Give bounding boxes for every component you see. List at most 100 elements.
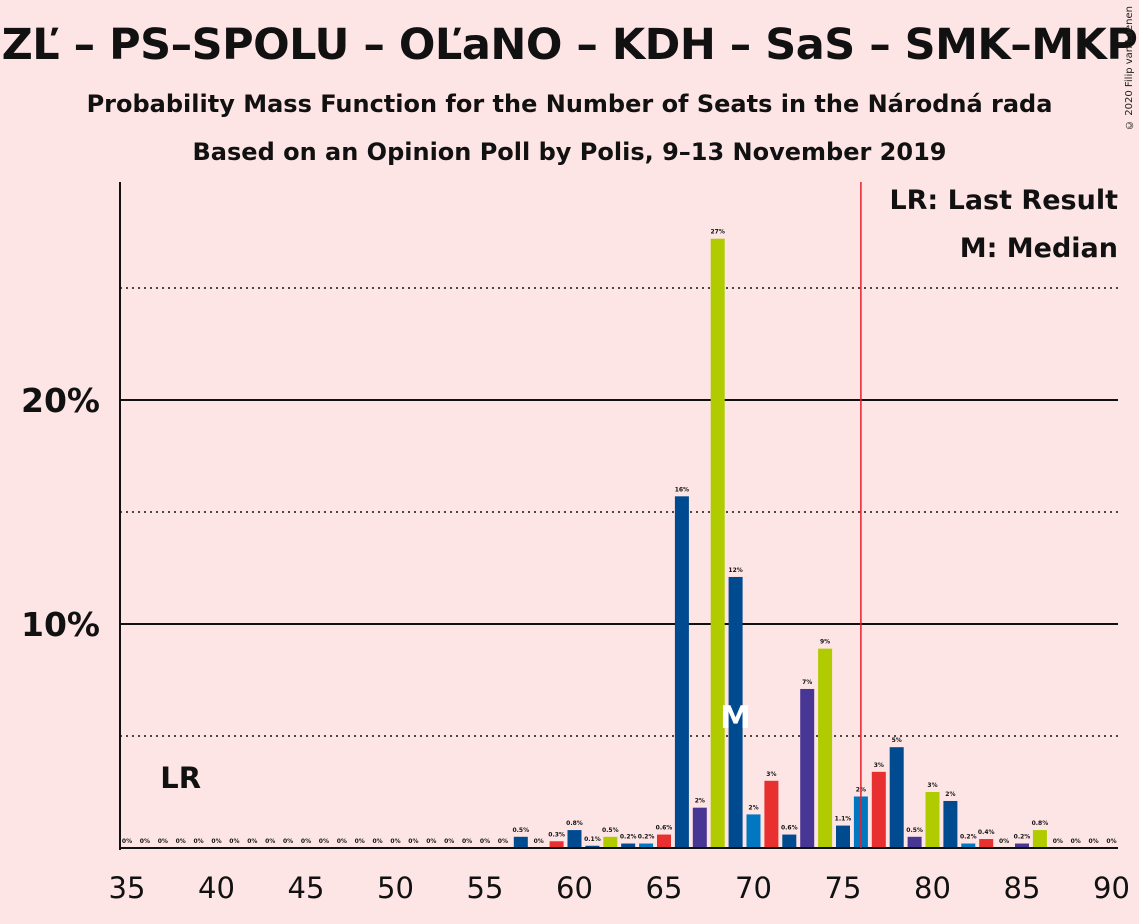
bar-seat-64 xyxy=(639,843,654,848)
data-label-seat-69: 12% xyxy=(728,567,742,574)
x-tick-label: 85 xyxy=(1004,871,1041,905)
data-label-seat-60: 0.8% xyxy=(566,820,583,827)
bar-seat-81 xyxy=(943,800,958,848)
data-label-seat-52: 0% xyxy=(426,838,436,845)
bar-seat-69 xyxy=(728,576,743,848)
bar-seat-68 xyxy=(710,238,725,849)
data-label-seat-40: 0% xyxy=(211,838,221,845)
grid-lines xyxy=(120,287,1118,737)
bar-seat-86 xyxy=(1032,830,1047,848)
bar-seat-77 xyxy=(871,771,886,848)
data-label-seat-41: 0% xyxy=(229,838,239,845)
data-label-seat-83: 0.4% xyxy=(978,829,995,836)
data-label-seat-72: 0.6% xyxy=(781,825,798,832)
data-label-seat-48: 0% xyxy=(355,838,365,845)
bar-seat-72 xyxy=(782,834,797,848)
data-label-seat-64: 0.2% xyxy=(638,834,655,841)
data-label-seat-88: 0% xyxy=(1071,838,1081,845)
data-label-seat-38: 0% xyxy=(176,838,186,845)
bar-seat-79 xyxy=(907,836,922,848)
median-marker: M xyxy=(720,700,751,736)
data-label-seat-57: 0.5% xyxy=(512,827,529,834)
bar-seat-78 xyxy=(889,747,904,848)
data-label-seat-54: 0% xyxy=(462,838,472,845)
bar-seat-59 xyxy=(549,841,564,848)
x-tick-label: 40 xyxy=(198,871,235,905)
data-label-seat-86: 0.8% xyxy=(1032,820,1049,827)
bar-seat-57 xyxy=(513,836,528,848)
data-label-seat-47: 0% xyxy=(337,838,347,845)
chart-subtitle: Probability Mass Function for the Number… xyxy=(86,90,1053,118)
data-label-seat-75: 1.1% xyxy=(835,816,852,823)
chart-source: Based on an Opinion Poll by Polis, 9–13 … xyxy=(192,138,947,166)
data-label-seat-63: 0.2% xyxy=(620,834,637,841)
x-tick-label: 90 xyxy=(1093,871,1130,905)
x-tick-label: 45 xyxy=(288,871,325,905)
data-label-seat-68: 27% xyxy=(711,229,725,236)
data-labels-group: 0% 0% 0% 0% 0% 0% 0% 0% 0% 0% 0% 0% 0% 0% 0% 0% 0% 0% 0% 0%… xyxy=(122,229,1117,845)
x-tick-label: 50 xyxy=(377,871,414,905)
data-label-seat-43: 0% xyxy=(265,838,275,845)
data-label-seat-46: 0% xyxy=(319,838,329,845)
bar-seat-63 xyxy=(621,843,636,848)
bar-seat-80 xyxy=(925,792,940,848)
data-label-seat-44: 0% xyxy=(283,838,293,845)
x-tick-label: 70 xyxy=(735,871,772,905)
bar-seat-62 xyxy=(603,836,618,848)
bar-seat-75 xyxy=(836,825,850,848)
bar-seat-60 xyxy=(567,830,582,848)
data-label-seat-55: 0% xyxy=(480,838,490,845)
data-label-seat-82: 0.2% xyxy=(960,834,977,841)
data-label-seat-80: 3% xyxy=(927,782,937,789)
y-tick-label: 10% xyxy=(21,605,100,644)
bar-seat-61 xyxy=(585,845,600,848)
data-label-seat-77: 3% xyxy=(874,762,884,769)
data-label-seat-37: 0% xyxy=(158,838,168,845)
data-label-seat-51: 0% xyxy=(408,838,418,845)
legend-last-result: LR: Last Result xyxy=(889,185,1118,216)
data-label-seat-59: 0.3% xyxy=(548,831,565,838)
data-label-seat-84: 0% xyxy=(999,838,1009,845)
axes-group: 35 40 45 50 55 60 65 70 75 80 85 90 10% 20% LR M xyxy=(21,182,1130,905)
chart-title: ZĽ – PS–SPOLU – OĽaNO – KDH – SaS – SMK–… xyxy=(1,20,1138,70)
data-label-seat-36: 0% xyxy=(140,838,150,845)
x-tick-label: 60 xyxy=(556,871,593,905)
legend-median: M: Median xyxy=(960,233,1118,264)
data-label-seat-61: 0.1% xyxy=(584,836,601,843)
data-label-seat-85: 0.2% xyxy=(1014,834,1031,841)
data-label-seat-45: 0% xyxy=(301,838,311,845)
bar-seat-73 xyxy=(800,688,815,848)
x-tick-label: 75 xyxy=(825,871,862,905)
data-label-seat-90: 0% xyxy=(1106,838,1116,845)
data-label-seat-50: 0% xyxy=(390,838,400,845)
x-tick-label: 35 xyxy=(109,871,146,905)
x-tick-label: 80 xyxy=(914,871,951,905)
bar-seat-83 xyxy=(979,839,994,848)
data-label-seat-73: 7% xyxy=(802,679,812,686)
data-label-seat-58: 0% xyxy=(534,838,544,845)
data-label-seat-39: 0% xyxy=(194,838,204,845)
data-label-seat-89: 0% xyxy=(1089,838,1099,845)
bar-seat-85 xyxy=(1015,843,1029,848)
x-tick-label: 55 xyxy=(467,871,504,905)
data-label-seat-35: 0% xyxy=(122,838,132,845)
bar-seat-66 xyxy=(674,496,689,848)
data-label-seat-62: 0.5% xyxy=(602,827,619,834)
data-label-seat-49: 0% xyxy=(373,838,383,845)
bar-seat-82 xyxy=(961,843,976,848)
bar-seat-71 xyxy=(764,780,779,848)
data-label-seat-65: 0.6% xyxy=(656,825,673,832)
bar-seat-67 xyxy=(692,807,707,848)
data-label-seat-67: 2% xyxy=(695,798,705,805)
data-label-seat-71: 3% xyxy=(766,771,776,778)
bars-group xyxy=(513,238,1047,849)
data-label-seat-74: 9% xyxy=(820,639,830,646)
data-label-seat-78: 5% xyxy=(892,737,902,744)
y-tick-label: 20% xyxy=(21,381,100,420)
data-label-seat-70: 2% xyxy=(748,804,758,811)
bar-seat-74 xyxy=(818,648,833,848)
data-label-seat-81: 2% xyxy=(945,791,955,798)
bar-seat-70 xyxy=(746,814,761,848)
data-label-seat-56: 0% xyxy=(498,838,508,845)
